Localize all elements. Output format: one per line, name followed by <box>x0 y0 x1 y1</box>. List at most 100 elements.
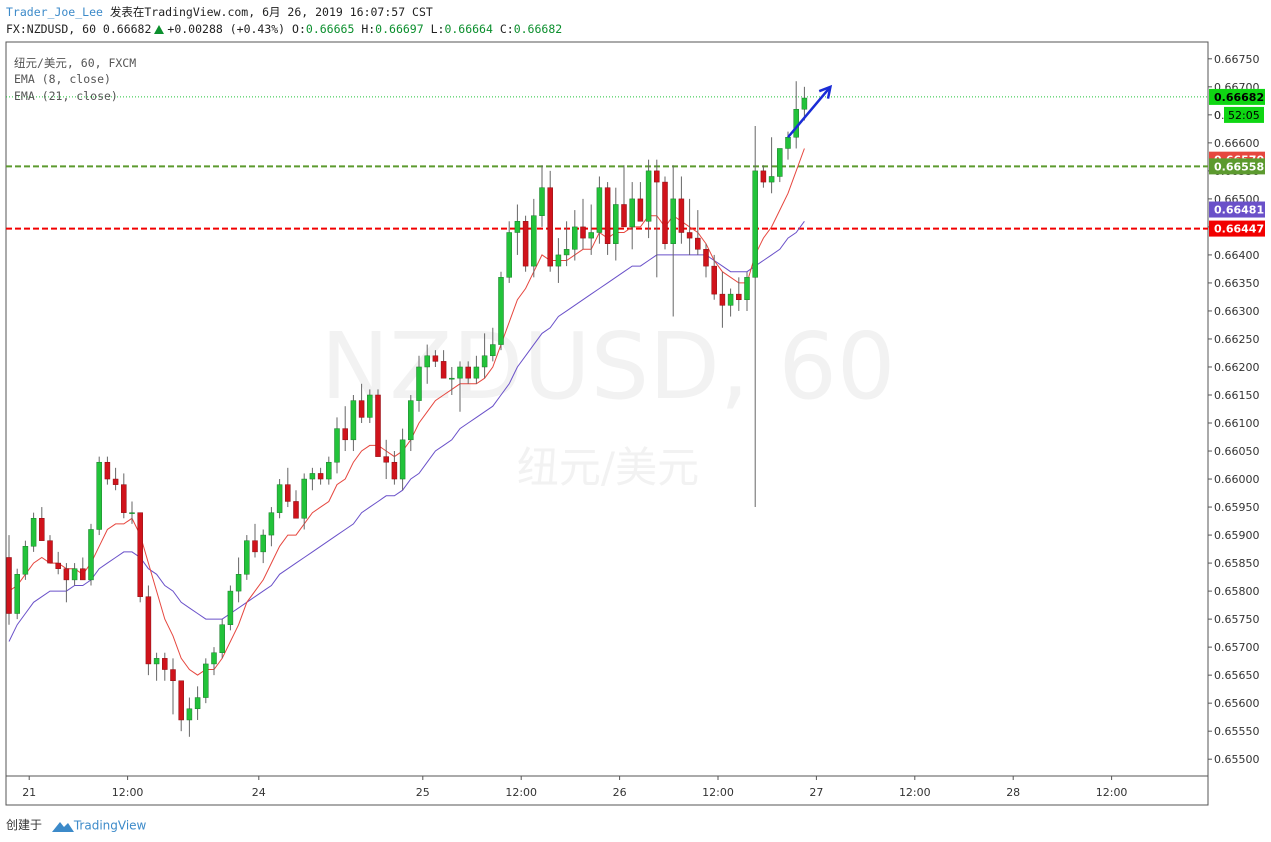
candle-body <box>727 293 734 306</box>
tradingview-brand[interactable]: TradingView <box>73 818 147 833</box>
candle-body <box>531 215 537 267</box>
price-axis-badge: 0.66558 <box>1209 158 1265 175</box>
price-tick-label: 0.66600 <box>1214 137 1260 150</box>
publish-header: Trader_Joe_Lee 发表在TradingView.com, 6月 26… <box>6 4 433 20</box>
countdown-prefix: 0 <box>1214 109 1221 122</box>
candle-body <box>22 546 29 575</box>
price-badge-label: 0.66682 <box>1214 91 1264 104</box>
candle-body <box>6 557 12 614</box>
candle-body <box>350 400 357 441</box>
candle-body <box>326 461 332 480</box>
candle-body <box>137 512 143 597</box>
price-tick-label: 0.66200 <box>1214 361 1260 374</box>
price-axis-badge: 0.66447 <box>1209 220 1265 237</box>
candle-body <box>293 501 299 519</box>
close-label: C: <box>499 22 514 36</box>
candle-body <box>522 221 529 267</box>
candle-body <box>777 148 783 177</box>
time-tick-label: 12:00 <box>1096 786 1128 799</box>
price-tick-label: 0.66400 <box>1214 249 1260 262</box>
chart-pane-border <box>5 41 1209 806</box>
candle-body <box>604 187 611 244</box>
price-tick-label: 0.66300 <box>1214 305 1260 318</box>
candle-body <box>162 658 168 670</box>
price-badge-bg <box>1209 201 1265 218</box>
candle-body <box>596 187 603 233</box>
candle-body <box>424 355 430 368</box>
high-label: H: <box>361 22 376 36</box>
candle-body <box>440 361 447 379</box>
high-value: 0.66697 <box>375 22 424 36</box>
candle-body <box>252 540 258 553</box>
countdown-label: 52:05 <box>1228 109 1260 122</box>
candle-body <box>498 277 504 345</box>
tradingview-logo-icon[interactable] <box>51 820 74 832</box>
candle-body <box>801 97 808 110</box>
candle-body <box>678 198 685 233</box>
candle-body <box>39 518 45 541</box>
candle-body <box>744 277 750 300</box>
candle-body <box>563 249 570 256</box>
time-tick-label: 27 <box>809 786 823 799</box>
open-value: 0.66665 <box>305 22 355 36</box>
price-tick-label: 0.66750 <box>1214 53 1260 66</box>
legend-symbol[interactable]: 纽元/美元, 60, FXCM <box>14 56 137 70</box>
open-label: O: <box>292 22 306 36</box>
candle-body <box>80 568 86 581</box>
candle-body <box>55 562 61 569</box>
watermark-symbol: NZDUSD, 60 <box>321 313 896 420</box>
candle-body <box>375 394 381 457</box>
watermark-name: 纽元/美元 <box>517 443 699 492</box>
candle-body <box>572 226 578 250</box>
created-by-label: 创建于 <box>6 818 43 832</box>
candle-body <box>317 473 324 480</box>
candle-body <box>408 400 414 441</box>
candle-body <box>547 187 553 267</box>
candle-body <box>358 400 365 418</box>
candle-body <box>449 377 455 380</box>
price-tick-label: 0.66350 <box>1214 277 1260 290</box>
candle-body <box>457 366 463 379</box>
candle-body <box>170 669 176 681</box>
price-badge-label: 0.66481 <box>1214 204 1264 217</box>
candle-body <box>383 456 389 463</box>
price-badge-bg <box>1209 158 1265 175</box>
candle-body <box>793 108 799 138</box>
candle-body <box>268 512 275 536</box>
candle-body <box>432 355 439 362</box>
price-tick-label: 0.65500 <box>1214 753 1260 766</box>
close-value: 0.66682 <box>513 22 563 36</box>
candle-body <box>186 708 193 721</box>
price-tick-label: 0.65900 <box>1214 529 1260 542</box>
legend-ema8[interactable]: EMA (8, close) <box>14 72 111 86</box>
candle-body <box>227 590 234 625</box>
candle-body <box>244 540 250 575</box>
candle-body <box>104 461 111 480</box>
candle-body <box>662 181 668 244</box>
price-badge-label: 0.66558 <box>1214 160 1264 173</box>
candle-body <box>416 366 422 401</box>
time-tick-label: 12:00 <box>702 786 734 799</box>
time-tick-label: 25 <box>416 786 430 799</box>
trend-arrow-head <box>818 84 833 99</box>
symbol-info: FX:NZDUSD, 60 0.66682 <box>6 22 152 36</box>
candle-body <box>637 198 644 222</box>
candle-body <box>276 484 283 513</box>
price-tick-label: 0.65600 <box>1214 697 1260 710</box>
time-tick-label: 12:00 <box>899 786 931 799</box>
candles <box>6 81 808 737</box>
candle-body <box>145 596 152 665</box>
candle-body <box>71 568 78 581</box>
legend-ema21[interactable]: EMA (21, close) <box>14 89 118 103</box>
ema21-line <box>8 221 805 642</box>
footer: 创建于 TradingView <box>6 816 146 833</box>
price-tick-label: 0.65950 <box>1214 501 1260 514</box>
candle-body <box>47 540 53 564</box>
candle-body <box>178 680 184 721</box>
candle-body <box>785 137 791 149</box>
candle-body <box>539 187 545 216</box>
candle-body <box>686 232 693 239</box>
price-badge-bg <box>1209 88 1265 105</box>
author-link[interactable]: Trader_Joe_Lee <box>6 5 103 19</box>
